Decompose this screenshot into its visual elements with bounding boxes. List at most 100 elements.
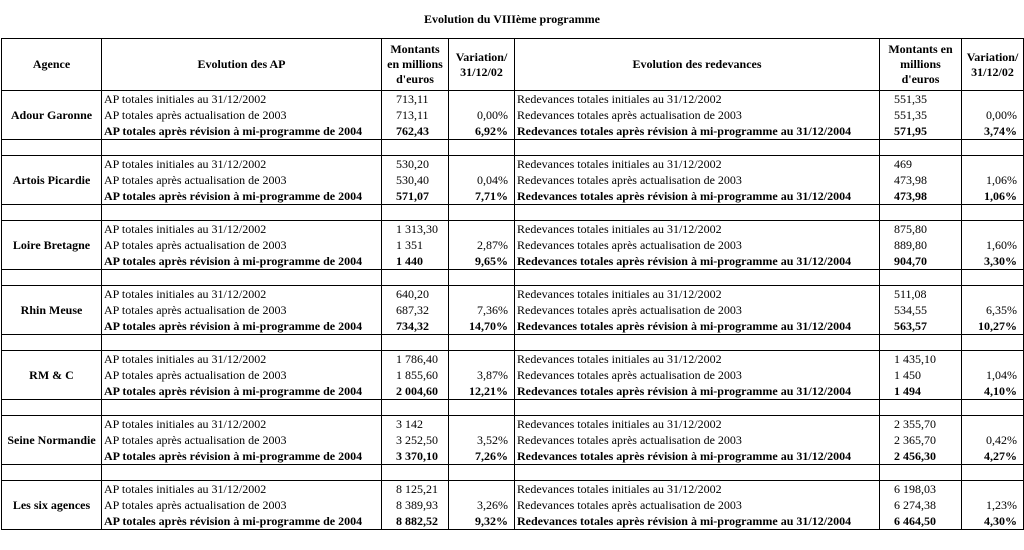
ap-amount-cell: 8 389,93 (381, 497, 449, 513)
red-var-cell (961, 155, 1024, 172)
spacer-cell (961, 334, 1024, 351)
data-row: Seine Normandie AP totales initiales au 3… (1, 415, 1024, 465)
red-var-cell: 0,42% (961, 432, 1024, 448)
red-cell: Redevances totales après révision à mi-p… (514, 253, 880, 270)
spacer-cell (448, 334, 515, 351)
red-var-cell (961, 350, 1024, 367)
header-cell: Evolution des redevances (514, 38, 880, 91)
ap-cell: AP totales après actualisation de 2003 (101, 432, 382, 448)
red-amount-cell: 904,70 (879, 253, 962, 270)
red-amount-cell: 551,35 (879, 107, 962, 123)
ap-amount-cell: 1 351 (381, 237, 449, 253)
spacer-cell (381, 204, 449, 221)
red-cell: Redevances totales après actualisation d… (514, 367, 880, 383)
header-cell: Montants en millions d'euros (879, 38, 962, 91)
spacer-cell (448, 139, 515, 156)
spacer-cell (381, 464, 449, 481)
title: Evolution du VIIIème programme (424, 12, 600, 26)
data-row: AP totales après révision à mi-programme… (2, 253, 1024, 270)
red-amount-cell: 1 450 (879, 367, 962, 383)
spacer-cell (1, 269, 102, 286)
ap-cell: AP totales après révision à mi-programme… (101, 188, 382, 205)
red-amount-cell: 2 365,70 (879, 432, 962, 448)
ap-var-cell: 3,26% (448, 497, 515, 513)
red-var-cell: 6,35% (961, 302, 1024, 318)
spacer-row (1, 139, 1024, 156)
red-var-cell: 1,04% (961, 367, 1024, 383)
ap-var-cell (448, 90, 515, 107)
header-cell: Montants en millions d'euros (381, 38, 449, 91)
ap-amount-cell: 3 252,50 (381, 432, 449, 448)
ap-amount-cell: 8 882,52 (381, 513, 449, 530)
spacer-cell (101, 269, 382, 286)
ap-var-cell: 9,32% (448, 513, 515, 530)
ap-var-cell (448, 155, 515, 172)
ap-cell: AP totales après actualisation de 2003 (101, 302, 382, 318)
ap-amount-cell: 1 313,30 (381, 220, 449, 237)
red-cell: Redevances totales après actualisation d… (514, 172, 880, 188)
spacer-cell (514, 464, 880, 481)
red-var-cell (961, 90, 1024, 107)
spacer-row (1, 464, 1024, 481)
red-amount-cell: 563,57 (879, 318, 962, 335)
data-row: Rhin Meuse AP totales initiales au 31/12/… (1, 285, 1024, 335)
spacer-cell (879, 334, 962, 351)
ap-amount-cell: 3 142 (381, 415, 449, 432)
ap-var-cell (448, 220, 515, 237)
data-row: AP totales après actualisation de 2003 8 … (2, 497, 1024, 513)
ap-var-cell: 9,65% (448, 253, 515, 270)
red-amount-cell: 571,95 (879, 123, 962, 140)
ap-cell: AP totales initiales au 31/12/2002 (101, 350, 382, 367)
red-var-cell: 3,74% (961, 123, 1024, 140)
header-cell: Agence (1, 38, 102, 91)
spacer-cell (101, 399, 382, 416)
spacer-cell (961, 399, 1024, 416)
spacer-row (1, 204, 1024, 221)
red-cell: Redevances totales initiales au 31/12/20… (514, 220, 880, 237)
ap-cell: AP totales après révision à mi-programme… (101, 448, 382, 465)
header-cell: Evolution des AP (101, 38, 382, 91)
red-amount-cell: 1 494 (879, 383, 962, 400)
data-row: AP totales après actualisation de 2003 53… (2, 172, 1024, 188)
ap-amount-cell: 571,07 (381, 188, 449, 205)
red-cell: Redevances totales initiales au 31/12/20… (514, 155, 880, 172)
ap-var-cell: 2,87% (448, 237, 515, 253)
header-cell: Variation/ 31/12/02 (961, 38, 1024, 91)
ap-var-cell: 14,70% (448, 318, 515, 335)
ap-cell: AP totales après révision à mi-programme… (101, 513, 382, 530)
data-row: RM & C AP totales initiales au 31/12/2002… (1, 350, 1024, 400)
red-amount-cell: 6 274,38 (879, 497, 962, 513)
red-amount-cell: 511,08 (879, 285, 962, 302)
red-var-cell (961, 220, 1024, 237)
spacer-cell (1, 139, 102, 156)
red-amount-cell: 534,55 (879, 302, 962, 318)
red-var-cell: 4,10% (961, 383, 1024, 400)
ap-cell: AP totales après révision à mi-programme… (101, 383, 382, 400)
spacer-row (1, 334, 1024, 351)
red-amount-cell: 1 435,10 (879, 350, 962, 367)
table-body: Adour Garonne AP totales initiales au 31/… (1, 90, 1024, 530)
red-amount-cell: 2 355,70 (879, 415, 962, 432)
spacer-cell (448, 399, 515, 416)
spacer-cell (381, 334, 449, 351)
red-var-cell: 1,06% (961, 188, 1024, 205)
data-row: AP totales après révision à mi-programme… (2, 188, 1024, 205)
ap-amount-cell: 3 370,10 (381, 448, 449, 465)
ap-cell: AP totales après révision à mi-programme… (101, 318, 382, 335)
ap-cell: AP totales après révision à mi-programme… (101, 253, 382, 270)
red-var-cell: 10,27% (961, 318, 1024, 335)
ap-var-cell: 7,71% (448, 188, 515, 205)
red-cell: Redevances totales après révision à mi-p… (514, 188, 880, 205)
data-row: AP totales après actualisation de 2003 1 … (2, 367, 1024, 383)
spacer-cell (1, 334, 102, 351)
ap-cell: AP totales après révision à mi-programme… (101, 123, 382, 140)
data-row: Adour Garonne AP totales initiales au 31/… (1, 90, 1024, 140)
ap-amount-cell: 762,43 (381, 123, 449, 140)
spacer-cell (101, 334, 382, 351)
spacer-cell (514, 204, 880, 221)
ap-cell: AP totales initiales au 31/12/2002 (101, 90, 382, 107)
ap-amount-cell: 8 125,21 (381, 480, 449, 497)
red-amount-cell: 2 456,30 (879, 448, 962, 465)
spacer-cell (514, 269, 880, 286)
spacer-cell (1, 204, 102, 221)
